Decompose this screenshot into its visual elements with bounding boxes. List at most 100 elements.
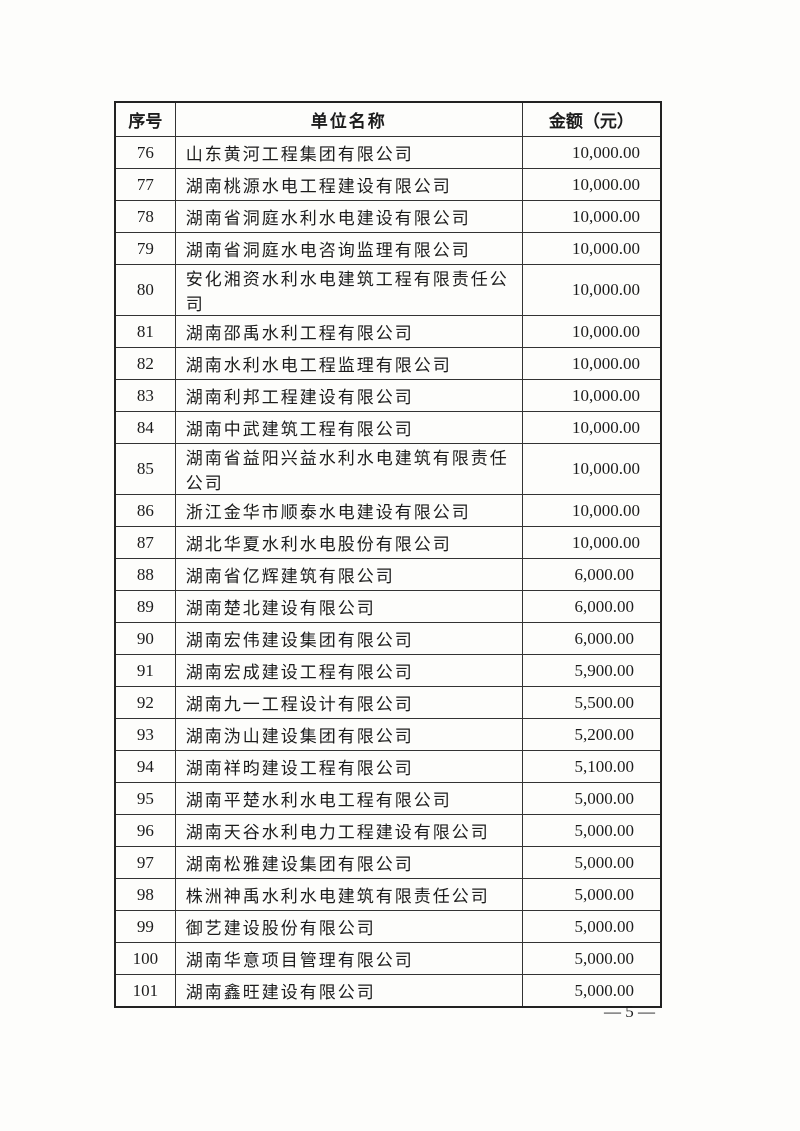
unit-name-cell: 湖南松雅建设集团有限公司 [174, 846, 523, 879]
unit-name-cell: 湖南鑫旺建设有限公司 [174, 974, 523, 1008]
table-row: 101 湖南鑫旺建设有限公司 5,000.00 [114, 974, 662, 1008]
table-row: 86 浙江金华市顺泰水电建设有限公司 10,000.00 [114, 494, 662, 527]
amount-cell: 5,000.00 [521, 974, 662, 1008]
amount-cell: 6,000.00 [521, 622, 662, 655]
unit-name-cell: 山东黄河工程集团有限公司 [174, 136, 523, 169]
unit-name-cell: 御艺建设股份有限公司 [174, 910, 523, 943]
amount-cell: 10,000.00 [521, 264, 662, 316]
amount-cell: 5,000.00 [521, 910, 662, 943]
unit-name-cell: 湖南天谷水利电力工程建设有限公司 [174, 814, 523, 847]
serial-cell: 92 [114, 686, 176, 719]
serial-cell: 91 [114, 654, 176, 687]
serial-cell: 77 [114, 168, 176, 201]
table-row: 92 湖南九一工程设计有限公司 5,500.00 [114, 686, 662, 719]
amount-cell: 5,000.00 [521, 782, 662, 815]
unit-name-cell: 湖南楚北建设有限公司 [174, 590, 523, 623]
serial-cell: 83 [114, 379, 176, 412]
amount-cell: 10,000.00 [521, 526, 662, 559]
table-row: 76 山东黄河工程集团有限公司 10,000.00 [114, 136, 662, 169]
amount-cell: 10,000.00 [521, 347, 662, 380]
table-row: 78 湖南省洞庭水利水电建设有限公司 10,000.00 [114, 200, 662, 233]
page-number: — 5 — [604, 1002, 655, 1021]
unit-name-cell: 湖南省益阳兴益水利水电建筑有限责任公司 [174, 443, 523, 495]
table-row: 84 湖南中武建筑工程有限公司 10,000.00 [114, 411, 662, 444]
amount-cell: 6,000.00 [521, 558, 662, 591]
serial-cell: 95 [114, 782, 176, 815]
unit-name-cell: 湖北华夏水利水电股份有限公司 [174, 526, 523, 559]
serial-cell: 81 [114, 315, 176, 348]
serial-cell: 88 [114, 558, 176, 591]
table-row: 79 湖南省洞庭水电咨询监理有限公司 10,000.00 [114, 232, 662, 265]
table-row: 89 湖南楚北建设有限公司 6,000.00 [114, 590, 662, 623]
unit-name-cell: 株洲神禹水利水电建筑有限责任公司 [174, 878, 523, 911]
amount-cell: 10,000.00 [521, 379, 662, 412]
unit-name-cell: 湖南省亿辉建筑有限公司 [174, 558, 523, 591]
table-row: 80 安化湘资水利水电建筑工程有限责任公司 10,000.00 [114, 264, 662, 316]
header-serial: 序号 [114, 101, 176, 137]
unit-name-cell: 湖南九一工程设计有限公司 [174, 686, 523, 719]
amount-cell: 10,000.00 [521, 168, 662, 201]
serial-cell: 96 [114, 814, 176, 847]
unit-name-cell: 湖南平楚水利水电工程有限公司 [174, 782, 523, 815]
amount-cell: 5,000.00 [521, 814, 662, 847]
table-row: 100 湖南华意项目管理有限公司 5,000.00 [114, 942, 662, 975]
serial-cell: 82 [114, 347, 176, 380]
table-row: 85 湖南省益阳兴益水利水电建筑有限责任公司 10,000.00 [114, 443, 662, 495]
serial-cell: 87 [114, 526, 176, 559]
serial-cell: 79 [114, 232, 176, 265]
amount-cell: 5,000.00 [521, 942, 662, 975]
amount-cell: 5,500.00 [521, 686, 662, 719]
serial-cell: 85 [114, 443, 176, 495]
unit-name-cell: 湖南水利水电工程监理有限公司 [174, 347, 523, 380]
amount-cell: 10,000.00 [521, 315, 662, 348]
serial-cell: 97 [114, 846, 176, 879]
serial-cell: 80 [114, 264, 176, 316]
amount-cell: 5,100.00 [521, 750, 662, 783]
unit-name-cell: 湖南邵禹水利工程有限公司 [174, 315, 523, 348]
unit-name-cell: 湖南利邦工程建设有限公司 [174, 379, 523, 412]
table-row: 87 湖北华夏水利水电股份有限公司 10,000.00 [114, 526, 662, 559]
serial-cell: 90 [114, 622, 176, 655]
table-row: 90 湖南宏伟建设集团有限公司 6,000.00 [114, 622, 662, 655]
amount-cell: 5,900.00 [521, 654, 662, 687]
amount-cell: 10,000.00 [521, 411, 662, 444]
amount-cell: 10,000.00 [521, 136, 662, 169]
serial-cell: 94 [114, 750, 176, 783]
donation-table: 序号 单位名称 金额（元） 76 山东黄河工程集团有限公司 10,000.00 77 湖… [114, 101, 662, 1008]
serial-cell: 78 [114, 200, 176, 233]
amount-cell: 5,200.00 [521, 718, 662, 751]
unit-name-cell: 湖南中武建筑工程有限公司 [174, 411, 523, 444]
table-row: 94 湖南祥昀建设工程有限公司 5,100.00 [114, 750, 662, 783]
table-row: 99 御艺建设股份有限公司 5,000.00 [114, 910, 662, 943]
amount-cell: 10,000.00 [521, 494, 662, 527]
serial-cell: 101 [114, 974, 176, 1008]
table-header-row: 序号 单位名称 金额（元） [114, 101, 662, 137]
serial-cell: 89 [114, 590, 176, 623]
serial-cell: 84 [114, 411, 176, 444]
amount-cell: 10,000.00 [521, 443, 662, 495]
unit-name-cell: 安化湘资水利水电建筑工程有限责任公司 [174, 264, 523, 316]
unit-name-cell: 湖南宏成建设工程有限公司 [174, 654, 523, 687]
amount-cell: 10,000.00 [521, 200, 662, 233]
unit-name-cell: 湖南华意项目管理有限公司 [174, 942, 523, 975]
serial-cell: 98 [114, 878, 176, 911]
unit-name-cell: 湖南省洞庭水电咨询监理有限公司 [174, 232, 523, 265]
serial-cell: 86 [114, 494, 176, 527]
table-row: 97 湖南松雅建设集团有限公司 5,000.00 [114, 846, 662, 879]
unit-name-cell: 湖南祥昀建设工程有限公司 [174, 750, 523, 783]
table-row: 83 湖南利邦工程建设有限公司 10,000.00 [114, 379, 662, 412]
unit-name-cell: 湖南沩山建设集团有限公司 [174, 718, 523, 751]
header-amount: 金额（元） [521, 101, 662, 137]
unit-name-cell: 湖南宏伟建设集团有限公司 [174, 622, 523, 655]
unit-name-cell: 湖南桃源水电工程建设有限公司 [174, 168, 523, 201]
table-row: 81 湖南邵禹水利工程有限公司 10,000.00 [114, 315, 662, 348]
unit-name-cell: 浙江金华市顺泰水电建设有限公司 [174, 494, 523, 527]
unit-name-cell: 湖南省洞庭水利水电建设有限公司 [174, 200, 523, 233]
table-row: 93 湖南沩山建设集团有限公司 5,200.00 [114, 718, 662, 751]
serial-cell: 100 [114, 942, 176, 975]
table-row: 91 湖南宏成建设工程有限公司 5,900.00 [114, 654, 662, 687]
serial-cell: 93 [114, 718, 176, 751]
amount-cell: 6,000.00 [521, 590, 662, 623]
amount-cell: 10,000.00 [521, 232, 662, 265]
table-row: 95 湖南平楚水利水电工程有限公司 5,000.00 [114, 782, 662, 815]
